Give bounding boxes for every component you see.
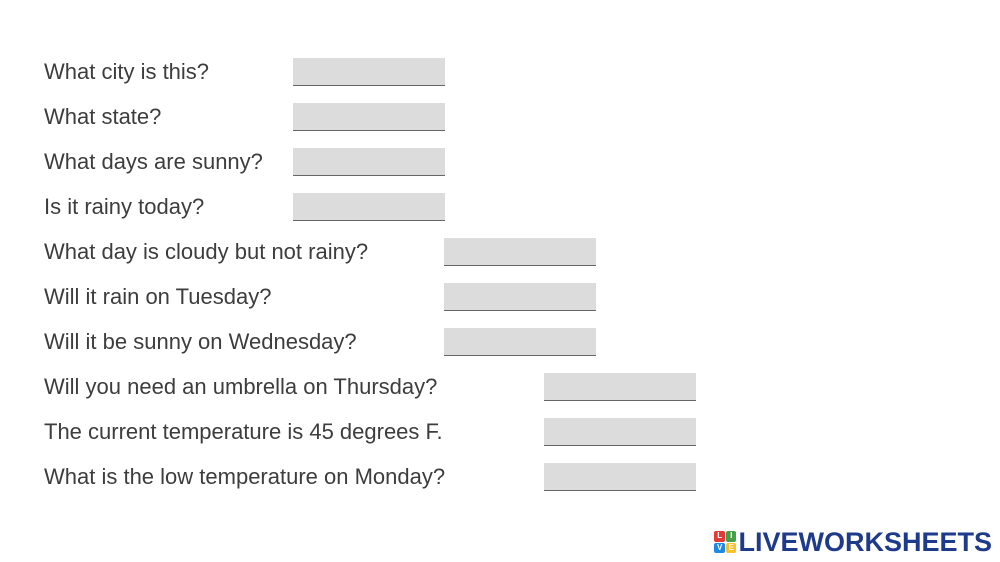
answer-6-input[interactable] (444, 283, 596, 311)
answer-3-underline (293, 175, 445, 176)
logo-mark-letter-i: I (725, 531, 737, 542)
answer-5-underline (444, 265, 596, 266)
answer-2-input[interactable] (293, 103, 445, 131)
question-8-text: Will you need an umbrella on Thursday? (44, 374, 438, 399)
answer-1-underline (293, 85, 445, 86)
answer-10-input[interactable] (544, 463, 696, 491)
answer-4-input[interactable] (293, 193, 445, 221)
logo-mark-letter-e: E (725, 542, 737, 553)
question-2-text: What state? (44, 104, 162, 129)
answer-9-input[interactable] (544, 418, 696, 446)
logo-text: LIVEWORKSHEETS (738, 527, 992, 557)
answer-8-input[interactable] (544, 373, 696, 401)
answer-3-input[interactable] (293, 148, 445, 176)
question-5-text: What day is cloudy but not rainy? (44, 239, 369, 264)
answer-10-underline (544, 490, 696, 491)
answer-8-underline (544, 400, 696, 401)
answer-1-input[interactable] (293, 58, 445, 86)
question-7-text: Will it be sunny on Wednesday? (44, 329, 357, 354)
question-3-text: What days are sunny? (44, 149, 263, 174)
liveworksheets-logo-icon: L I V E (714, 531, 737, 553)
question-6-text: Will it rain on Tuesday? (44, 284, 272, 309)
answer-2-underline (293, 130, 445, 131)
question-10-text: What is the low temperature on Monday? (44, 464, 446, 489)
question-9-text: The current temperature is 45 degrees F. (44, 419, 443, 444)
liveworksheets-logo[interactable]: L I V E LIVEWORKSHEETS (714, 528, 992, 556)
question-4-text: Is it rainy today? (44, 194, 205, 219)
answer-6-underline (444, 310, 596, 311)
answer-7-input[interactable] (444, 328, 596, 356)
answer-5-input[interactable] (444, 238, 596, 266)
answer-7-underline (444, 355, 596, 356)
answer-4-underline (293, 220, 445, 221)
logo-mark-letter-l: L (714, 531, 725, 542)
logo-mark-letter-v: V (714, 542, 725, 553)
answer-9-underline (544, 445, 696, 446)
question-1-text: What city is this? (44, 59, 210, 84)
